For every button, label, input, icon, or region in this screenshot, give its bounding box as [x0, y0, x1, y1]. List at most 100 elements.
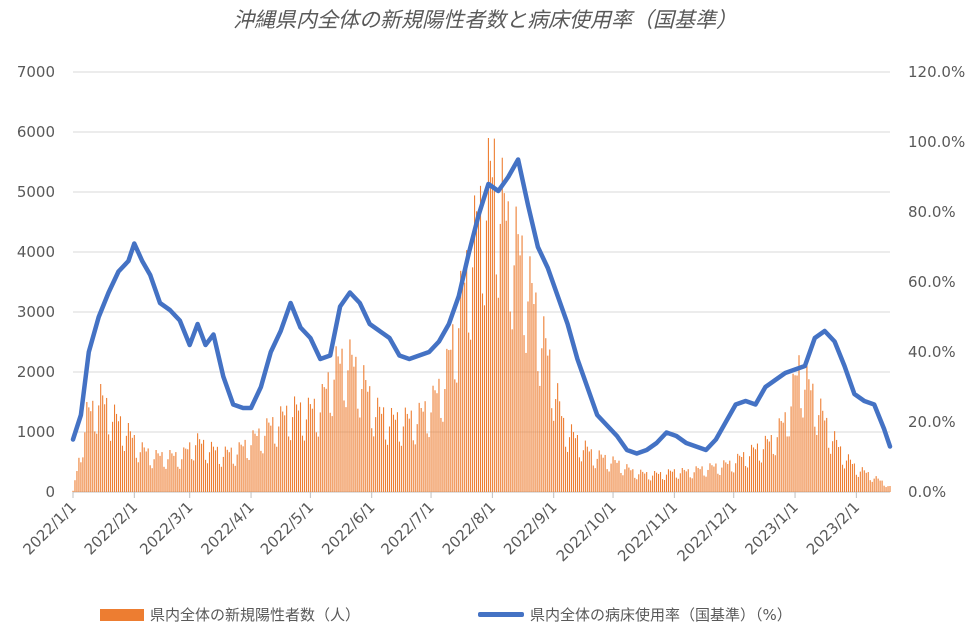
- bar: [313, 398, 315, 492]
- bar: [624, 469, 626, 492]
- y-right-tick-label: 20.0%: [908, 413, 956, 431]
- bar: [272, 417, 274, 492]
- bar: [747, 467, 749, 492]
- bar: [824, 420, 826, 492]
- bar: [252, 430, 254, 492]
- bar: [410, 410, 412, 492]
- bar: [468, 332, 470, 492]
- bar: [392, 414, 395, 492]
- bar: [584, 440, 586, 492]
- bar: [879, 480, 881, 492]
- bar: [711, 465, 713, 492]
- bar: [697, 467, 699, 492]
- bar: [327, 372, 329, 492]
- bar: [851, 463, 853, 492]
- bar: [705, 476, 707, 492]
- bar: [673, 469, 675, 492]
- bar: [822, 410, 824, 492]
- bar: [648, 479, 650, 492]
- bar-series: [72, 138, 891, 493]
- bar: [519, 255, 521, 492]
- bar: [416, 424, 418, 492]
- bar: [665, 474, 668, 492]
- bar: [830, 453, 832, 492]
- bar: [818, 415, 820, 492]
- bar: [250, 445, 252, 492]
- x-tick-label: 2022/4/1: [197, 498, 257, 558]
- bar: [290, 440, 292, 492]
- bar: [474, 195, 476, 492]
- bar: [258, 428, 260, 492]
- bar: [770, 435, 772, 492]
- bar: [845, 460, 848, 492]
- bar: [88, 407, 90, 492]
- bar: [772, 453, 774, 492]
- bar: [739, 455, 741, 492]
- bar: [855, 474, 857, 492]
- bar: [345, 407, 347, 492]
- bar: [260, 450, 262, 492]
- bar: [208, 452, 211, 492]
- bar: [270, 425, 272, 492]
- bar: [782, 422, 784, 492]
- bar: [390, 408, 393, 492]
- y-right-tick-label: 0.0%: [908, 483, 946, 501]
- bar: [707, 469, 709, 492]
- bar: [226, 449, 228, 492]
- bar: [460, 270, 462, 492]
- bar: [301, 435, 304, 492]
- bar: [545, 338, 547, 492]
- bar: [654, 471, 656, 492]
- bar: [752, 447, 755, 492]
- bar: [256, 435, 258, 492]
- bar: [743, 452, 745, 492]
- bar: [881, 480, 883, 492]
- x-tick-label: 2022/10/1: [553, 498, 620, 565]
- bar: [509, 311, 511, 492]
- bar: [543, 316, 545, 492]
- bar: [503, 193, 505, 493]
- bar: [513, 265, 515, 492]
- bar: [798, 355, 800, 492]
- x-tick-label: 2022/3/1: [136, 498, 196, 558]
- y-axis-left: 0 1000 2000 3000 4000 5000 6000 7000: [17, 63, 55, 501]
- bar: [361, 389, 363, 492]
- bar: [426, 433, 428, 492]
- bar: [379, 406, 381, 492]
- bar: [764, 435, 766, 492]
- bar: [254, 433, 256, 492]
- bar: [533, 304, 535, 492]
- bar: [626, 464, 628, 492]
- bar: [758, 460, 760, 492]
- bar: [98, 405, 100, 492]
- bar: [143, 447, 145, 492]
- bar: [644, 473, 646, 492]
- bar: [596, 458, 598, 492]
- bar: [610, 463, 612, 492]
- bar: [889, 486, 891, 492]
- bar: [286, 405, 288, 492]
- bar: [383, 407, 385, 492]
- bar: [442, 421, 444, 492]
- bar: [94, 431, 96, 492]
- bar: [561, 416, 563, 492]
- bar: [402, 426, 404, 492]
- bar: [774, 455, 776, 492]
- bar: [155, 450, 157, 492]
- bar: [187, 449, 189, 492]
- bar: [570, 424, 573, 492]
- bar: [812, 383, 814, 492]
- bar: [369, 386, 371, 492]
- bar: [72, 490, 74, 492]
- bar: [315, 432, 317, 492]
- bar: [784, 412, 786, 492]
- bar: [675, 477, 677, 492]
- bar: [885, 487, 887, 492]
- bar: [853, 463, 855, 492]
- bar: [541, 348, 543, 492]
- bar: [840, 446, 842, 492]
- bar: [551, 408, 553, 492]
- bar: [357, 408, 359, 492]
- bar: [859, 471, 861, 492]
- bar: [329, 412, 331, 492]
